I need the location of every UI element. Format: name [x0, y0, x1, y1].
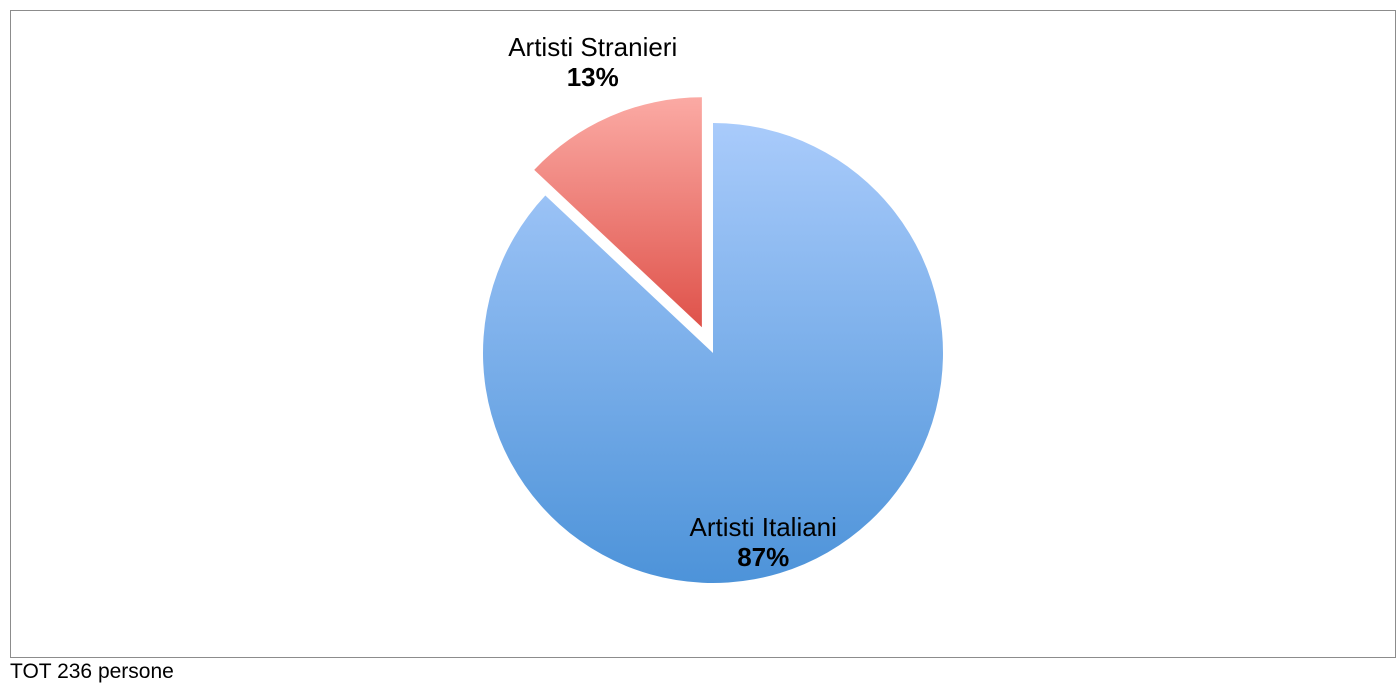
pie-slice-artisti-stranieri: [534, 97, 702, 328]
pie-slice-artisti-italiani: [483, 123, 944, 583]
slice-label-artisti-italiani: Artisti Italiani: [690, 512, 837, 542]
slice-value-artisti-italiani: 87%: [737, 542, 789, 572]
slice-value-artisti-stranieri: 13%: [567, 62, 619, 92]
chart-frame: Artisti Stranieri 13% Artisti Italiani 8…: [10, 10, 1396, 658]
chart-footnote: TOT 236 persone: [10, 660, 174, 683]
pie-chart: Artisti Stranieri 13% Artisti Italiani 8…: [483, 32, 944, 583]
slice-label-artisti-stranieri: Artisti Stranieri: [508, 32, 677, 62]
